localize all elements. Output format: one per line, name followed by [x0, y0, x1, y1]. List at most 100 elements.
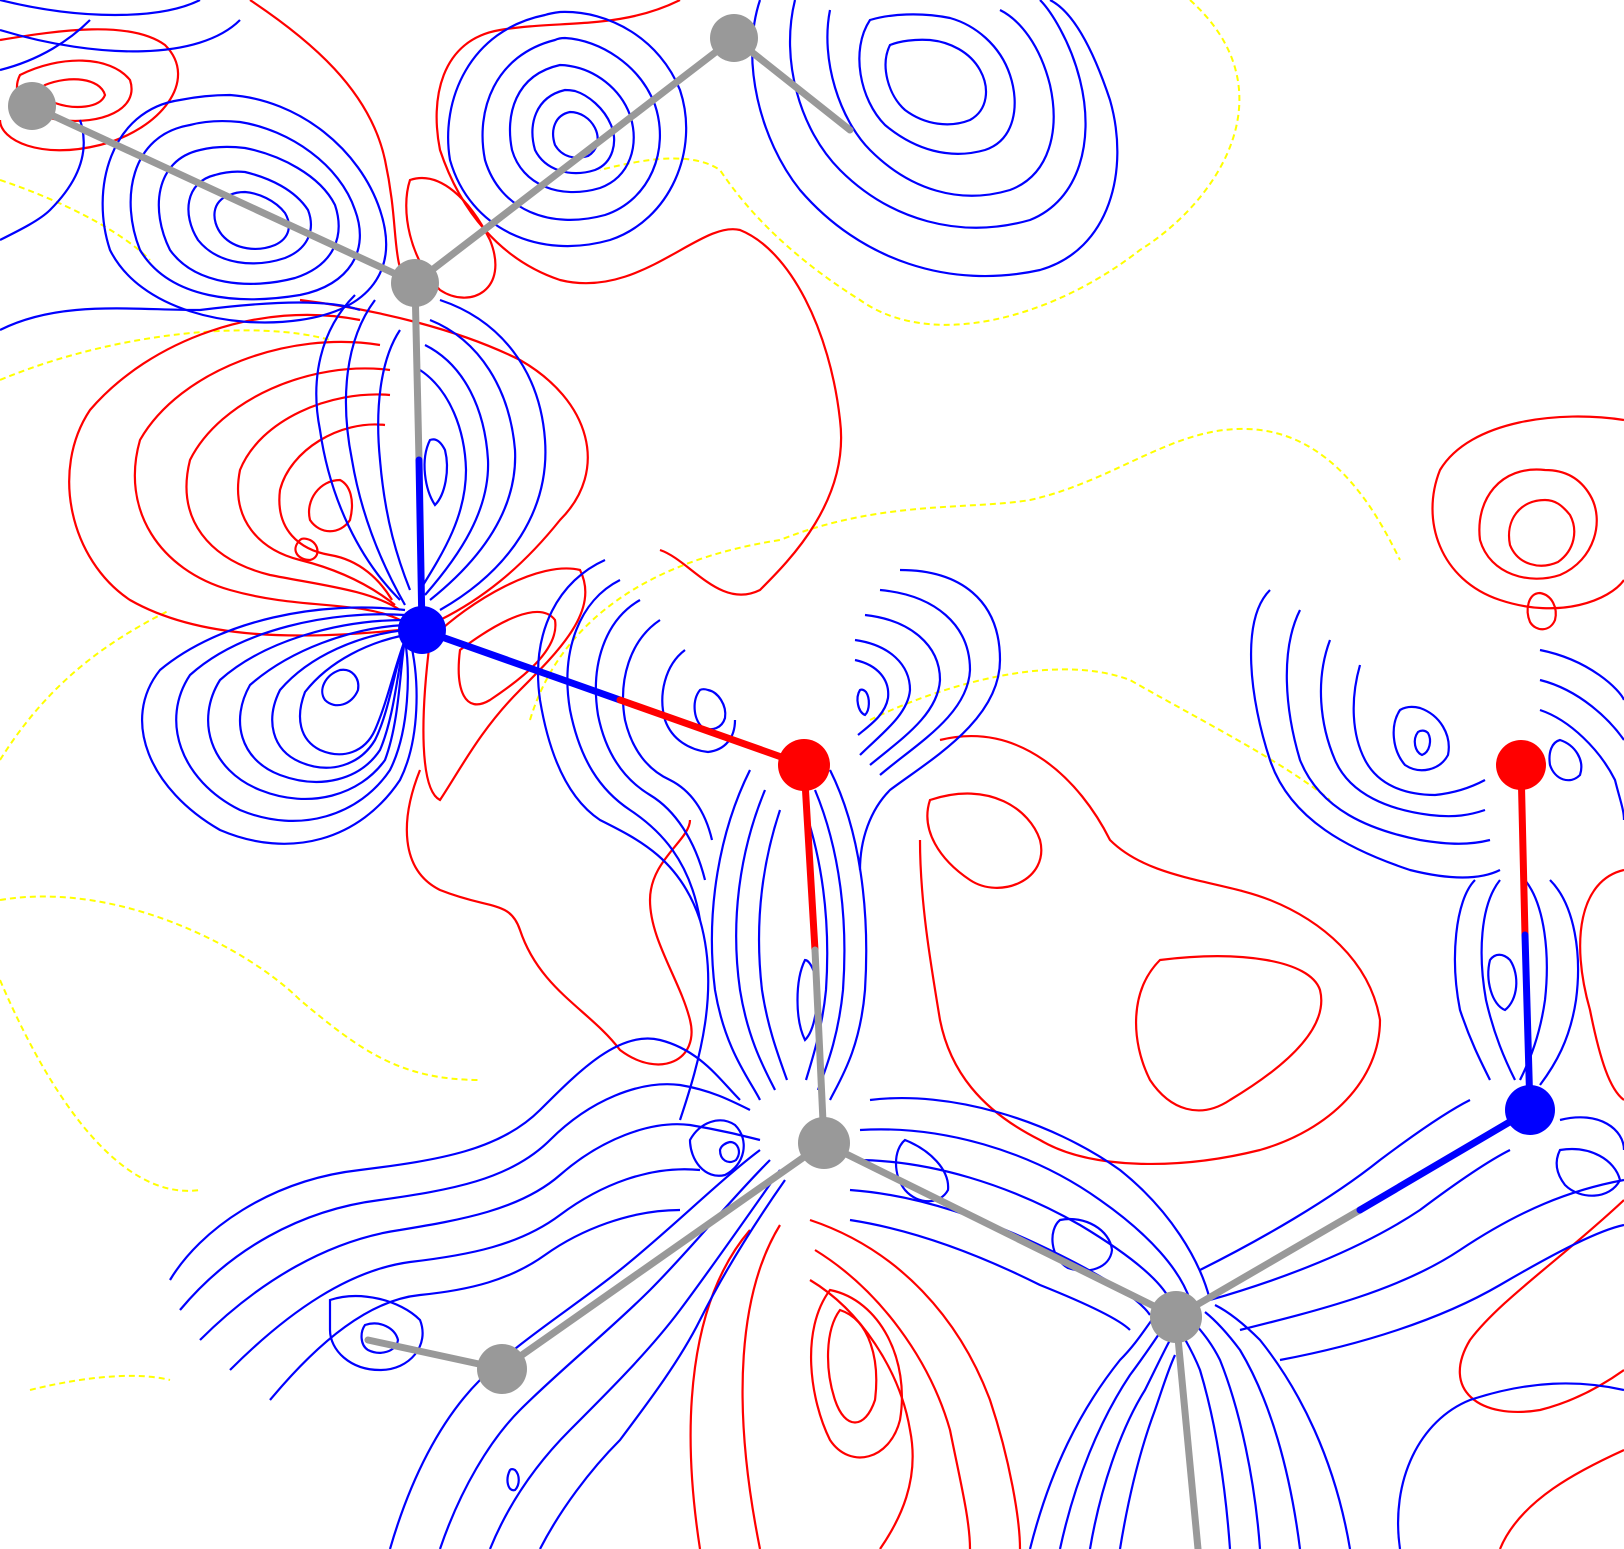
positive-contour: [1392, 705, 1450, 772]
bond-o2-n2-oxygen-half: [1517, 761, 1529, 939]
positive-contour: [788, 0, 1087, 229]
positive-contour: [1058, 1324, 1166, 1549]
positive-contour: [1453, 879, 1491, 1081]
negative-contour: [294, 537, 319, 562]
atom-n2: [1505, 1085, 1555, 1135]
atom-o2: [1496, 740, 1546, 790]
positive-contour: [298, 633, 407, 756]
positive-contour: [328, 1294, 424, 1372]
bond-n1-o1-nitrogen-half: [418, 626, 624, 704]
negative-contour: [1135, 955, 1323, 1112]
atom-n1: [398, 606, 446, 654]
positive-contour: [179, 1083, 751, 1311]
zero-contour: [529, 427, 1401, 721]
negative-contour: [185, 367, 401, 611]
positive-contour: [1548, 738, 1583, 782]
positive-contour: [1239, 1178, 1624, 1332]
positive-contour: [169, 1037, 741, 1281]
positive-contour: [1209, 1149, 1511, 1302]
atoms: [8, 14, 1555, 1394]
positive-contour: [129, 119, 361, 301]
negative-contour: [435, 0, 843, 596]
positive-contour: [0, 19, 241, 53]
positive-contour: [1028, 1309, 1161, 1549]
bond-c6-n2-carbon-half: [1172, 1206, 1364, 1321]
positive-contour: [1539, 648, 1624, 701]
negative-contour: [249, 0, 411, 291]
negative-contour: [1579, 868, 1624, 1101]
positive-contour: [175, 613, 409, 822]
bond-c2-c3: [411, 34, 738, 287]
bond-c2-stub: [730, 34, 854, 134]
zero-contour: [0, 179, 151, 261]
negative-contour: [68, 313, 401, 637]
negative-contour: [809, 1218, 1022, 1549]
positive-contour: [423, 438, 449, 507]
bond-c3-n1-carbon-half: [411, 279, 423, 464]
positive-contour: [566, 579, 702, 921]
bond-o1-c4-carbon-half: [811, 946, 828, 1147]
positive-contour: [710, 769, 761, 1101]
positive-contour: [854, 658, 890, 736]
positive-contour: [187, 170, 312, 265]
positive-contour: [269, 1208, 681, 1401]
bond-c6-stub: [1172, 1313, 1202, 1549]
positive-contour: [271, 628, 407, 769]
positive-contour: [141, 606, 418, 845]
negative-contour: [405, 769, 693, 1066]
negative-contour: [0, 28, 180, 152]
positive-contour: [884, 38, 988, 126]
positive-contour: [1051, 1217, 1114, 1272]
negative-contour: [827, 1308, 878, 1424]
positive-contour: [344, 299, 406, 606]
negative-contour: [814, 1249, 972, 1549]
negative-contour: [422, 567, 587, 802]
positive-contour: [854, 1158, 1171, 1301]
positive-contour: [315, 294, 401, 601]
positive-contour: [661, 649, 737, 754]
positive-contour: [360, 1322, 400, 1354]
positive-contour: [1352, 664, 1486, 797]
positive-contour: [238, 623, 407, 783]
negative-contour: [926, 792, 1043, 889]
positive-contour: [1204, 1311, 1302, 1549]
positive-contour: [826, 9, 1055, 197]
zero-contour: [599, 0, 1241, 326]
positive-contour: [1118, 1354, 1176, 1549]
positive-contour: [0, 301, 361, 331]
positive-contour: [508, 63, 635, 194]
positive-contour: [321, 668, 360, 707]
positive-contour: [1250, 589, 1501, 879]
positive-contour: [803, 809, 829, 1081]
positive-contour: [1539, 708, 1624, 821]
positive-contour: [0, 119, 85, 241]
positive-contour: [621, 619, 714, 841]
atom-c1: [8, 82, 56, 130]
zero-contour: [29, 1374, 171, 1391]
positive-contour: [536, 558, 710, 1121]
bond-c4-c5: [498, 1139, 828, 1373]
positive-contour: [859, 1128, 1192, 1301]
negative-contour: [741, 1224, 781, 1549]
negative-contour: [1507, 498, 1576, 567]
positive-contour: [213, 190, 290, 250]
zero-contour: [0, 329, 331, 381]
positive-contour: [718, 1140, 740, 1164]
positive-contour: [735, 789, 776, 1091]
negative-contour: [1458, 1199, 1624, 1413]
atom-c5: [477, 1344, 527, 1394]
positive-contour: [229, 1168, 701, 1371]
positive-contour: [757, 809, 789, 1081]
zero-contours: [0, 0, 1401, 1391]
positive-contour: [1285, 609, 1491, 845]
positive-contour: [199, 1123, 761, 1341]
positive-contour: [424, 344, 490, 596]
negative-contour: [918, 734, 1382, 1166]
negative-contour: [1431, 415, 1624, 610]
negative-contour: [809, 1279, 914, 1549]
positive-contour: [693, 688, 727, 731]
positive-contour: [1319, 639, 1486, 818]
positive-contour: [1559, 1116, 1624, 1151]
